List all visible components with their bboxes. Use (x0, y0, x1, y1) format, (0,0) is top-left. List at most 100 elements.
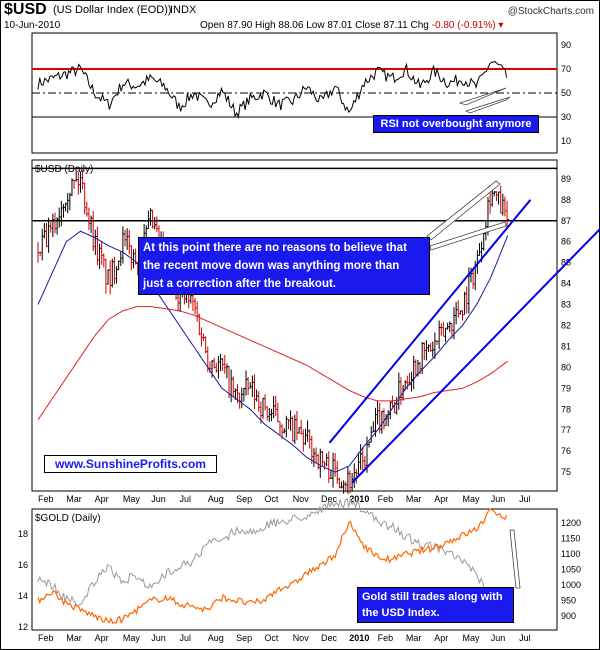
usd-panel-frame (31, 159, 558, 492)
gold-x-tick-label: Feb (38, 633, 54, 643)
usd-y-tick-label: 86 (561, 237, 571, 247)
gold-right-y-tick-label: 1000 (561, 580, 581, 590)
usd-y-tick-label: 76 (561, 446, 571, 456)
rsi-y-tick-label: 10 (561, 136, 571, 146)
rsi-pointer-arrow (458, 87, 507, 106)
quote-values: Open 87.90 High 88.06 Low 87.01 Close 87… (200, 20, 429, 31)
usd-x-tick-label: Jul (519, 494, 531, 504)
rsi-pointer-arrow (464, 96, 511, 114)
usd-y-tick-label: 84 (561, 279, 571, 289)
gold-x-tick-label: Aug (208, 633, 224, 643)
main-annotation: At this point there are no reasons to be… (138, 237, 430, 295)
usd-y-tick-label: 75 (561, 467, 571, 477)
usd-x-tick-label: May (463, 494, 481, 504)
usd-y-tick-label: 78 (561, 404, 571, 414)
gold-right-y-tick-label: 950 (561, 596, 576, 606)
quote-change: -0.80 (-0.91%) (431, 20, 496, 31)
usd-trend-line-lower (351, 227, 600, 484)
gold-x-tick-label: Apr (95, 633, 109, 643)
gold-left-y-tick-label: 14 (18, 591, 28, 601)
rsi-y-tick-label: 50 (561, 88, 571, 98)
gold-x-tick-label: Jun (491, 633, 506, 643)
rsi-y-tick-label: 70 (561, 64, 571, 74)
chart-instrument-name: (US Dollar Index (EOD)) (53, 4, 172, 16)
usd-x-tick-label: May (123, 494, 141, 504)
credit-label: @StockCharts.com (507, 6, 594, 17)
gold-right-y-tick-label: 1100 (561, 549, 580, 559)
chart-exchange: INDX (170, 4, 197, 16)
usd-x-tick-label: Jun (151, 494, 166, 504)
gold-panel-frame (31, 508, 558, 631)
gold-x-tick-label: May (463, 633, 481, 643)
gold-x-tick-label: Dec (321, 633, 338, 643)
quote-summary: Open 87.90 High 88.06 Low 87.01 Close 87… (200, 20, 503, 31)
usd-x-tick-label: Apr (95, 494, 109, 504)
usd-x-tick-label: Mar (66, 494, 82, 504)
gold-x-tick-label: Oct (264, 633, 279, 643)
usd-x-tick-label: Jul (180, 494, 192, 504)
gold-price-line (37, 508, 508, 625)
rsi-line (37, 60, 508, 120)
gold-right-y-tick-label: 1200 (561, 518, 581, 528)
gold-pointer-arrow (509, 529, 521, 589)
main-annotation-line: the recent move down was anything more t… (143, 260, 400, 272)
gold-annotation: Gold still trades along with the USD Inde… (357, 587, 514, 623)
gold-right-y-tick-label: 1150 (561, 533, 580, 543)
gold-x-tick-label: 2010 (349, 633, 369, 643)
usd-y-tick-label: 88 (561, 195, 571, 205)
website-label: www.SunshineProfits.com (44, 455, 217, 473)
usd-ma200-line (37, 306, 509, 421)
gold-x-tick-label: Mar (406, 633, 422, 643)
usd-x-tick-label: Feb (378, 494, 394, 504)
gold-x-tick-label: Jul (519, 633, 531, 643)
usd-price-bars (37, 169, 510, 494)
gold-x-tick-label: Mar (66, 633, 82, 643)
usd-trend-line-upper (328, 199, 532, 444)
usd-y-tick-label: 82 (561, 321, 571, 331)
gold-x-tick-label: Feb (378, 633, 394, 643)
rsi-annotation: RSI not overbought anymore (373, 115, 539, 133)
usd-x-tick-label: Dec (321, 494, 338, 504)
usd-x-tick-label: Nov (293, 494, 310, 504)
chart-symbol: $USD (4, 1, 47, 18)
usd-x-tick-label: Aug (208, 494, 224, 504)
gold-left-y-tick-label: 12 (18, 622, 28, 632)
usd-x-tick-label: Oct (264, 494, 279, 504)
usd-pointer-arrow (429, 221, 507, 251)
usd-x-tick-label: Jun (491, 494, 506, 504)
gold-annotation-line: the USD Index. (362, 607, 440, 619)
rsi-y-tick-label: 90 (561, 40, 571, 50)
usd-y-tick-label: 87 (561, 216, 571, 226)
usd-x-tick-label: Apr (434, 494, 448, 504)
gold-x-tick-label: Jul (180, 633, 192, 643)
usd-x-tick-label: Sep (236, 494, 252, 504)
gold-x-tick-label: May (123, 633, 141, 643)
gold-usd-overlay-line (37, 497, 508, 607)
gold-left-y-tick-label: 16 (18, 560, 28, 570)
usd-x-tick-label: Mar (406, 494, 422, 504)
gold-x-tick-label: Jun (151, 633, 166, 643)
gold-x-tick-label: Apr (434, 633, 448, 643)
usd-y-tick-label: 83 (561, 300, 571, 310)
main-annotation-line: just a correction after the breakout. (143, 278, 336, 290)
gold-panel-title: $GOLD (Daily) (35, 513, 101, 524)
gold-annotation-line: Gold still trades along with (362, 591, 503, 603)
gold-left-y-tick-label: 18 (18, 529, 28, 539)
usd-y-tick-label: 79 (561, 383, 571, 393)
gold-right-y-tick-label: 900 (561, 611, 576, 621)
usd-ma50-line (37, 230, 509, 473)
gold-x-tick-label: Nov (293, 633, 310, 643)
usd-y-tick-label: 77 (561, 425, 571, 435)
gold-x-tick-label: Sep (236, 633, 252, 643)
rsi-y-tick-label: 30 (561, 112, 571, 122)
usd-x-tick-label: 2010 (349, 494, 369, 504)
usd-x-tick-label: Feb (38, 494, 54, 504)
down-triangle-icon: ▾ (498, 20, 504, 31)
usd-y-tick-label: 81 (561, 341, 571, 351)
gold-right-y-tick-label: 1050 (561, 565, 581, 575)
usd-y-tick-label: 89 (561, 174, 571, 184)
main-annotation-line: At this point there are no reasons to be… (143, 242, 407, 254)
usd-panel-title: $USD (Daily) (35, 164, 93, 175)
